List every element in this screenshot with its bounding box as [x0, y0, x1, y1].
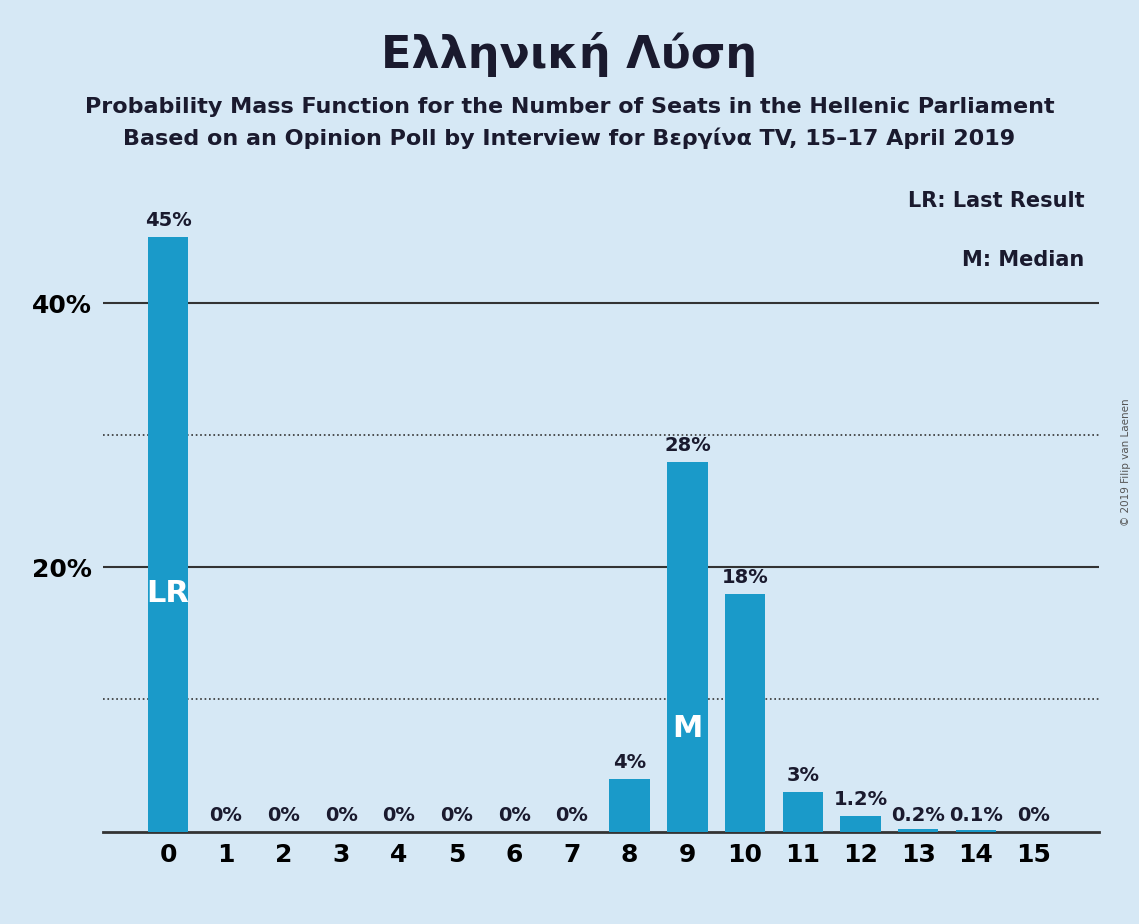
Text: LR: LR — [147, 579, 189, 608]
Bar — [724, 594, 765, 832]
Text: 28%: 28% — [664, 436, 711, 455]
Text: 1.2%: 1.2% — [834, 790, 887, 809]
Text: © 2019 Filip van Laenen: © 2019 Filip van Laenen — [1121, 398, 1131, 526]
Text: 18%: 18% — [722, 568, 769, 587]
Text: 0.1%: 0.1% — [949, 806, 1002, 825]
Text: 0%: 0% — [1017, 806, 1050, 825]
Text: 45%: 45% — [145, 212, 191, 230]
Text: Based on an Opinion Poll by Interview for Βεργίνα TV, 15–17 April 2019: Based on an Opinion Poll by Interview fo… — [123, 128, 1016, 149]
Bar — [956, 831, 997, 832]
Text: 0%: 0% — [556, 806, 589, 825]
Text: Ελληνική Λύση: Ελληνική Λύση — [382, 32, 757, 78]
Text: M: Median: M: Median — [962, 250, 1084, 270]
Text: 0%: 0% — [210, 806, 243, 825]
Text: 0%: 0% — [325, 806, 358, 825]
Bar — [667, 462, 707, 832]
Text: 3%: 3% — [786, 766, 819, 785]
Text: 0%: 0% — [440, 806, 473, 825]
Text: Probability Mass Function for the Number of Seats in the Hellenic Parliament: Probability Mass Function for the Number… — [84, 97, 1055, 117]
Bar — [898, 829, 939, 832]
Text: M: M — [672, 713, 703, 743]
Bar — [148, 237, 188, 832]
Bar — [841, 816, 880, 832]
Bar — [609, 779, 650, 832]
Text: 0%: 0% — [383, 806, 416, 825]
Bar — [782, 792, 823, 832]
Text: 4%: 4% — [613, 753, 646, 772]
Text: 0%: 0% — [267, 806, 300, 825]
Text: 0.2%: 0.2% — [892, 806, 945, 825]
Text: LR: Last Result: LR: Last Result — [908, 190, 1084, 211]
Text: 0%: 0% — [498, 806, 531, 825]
